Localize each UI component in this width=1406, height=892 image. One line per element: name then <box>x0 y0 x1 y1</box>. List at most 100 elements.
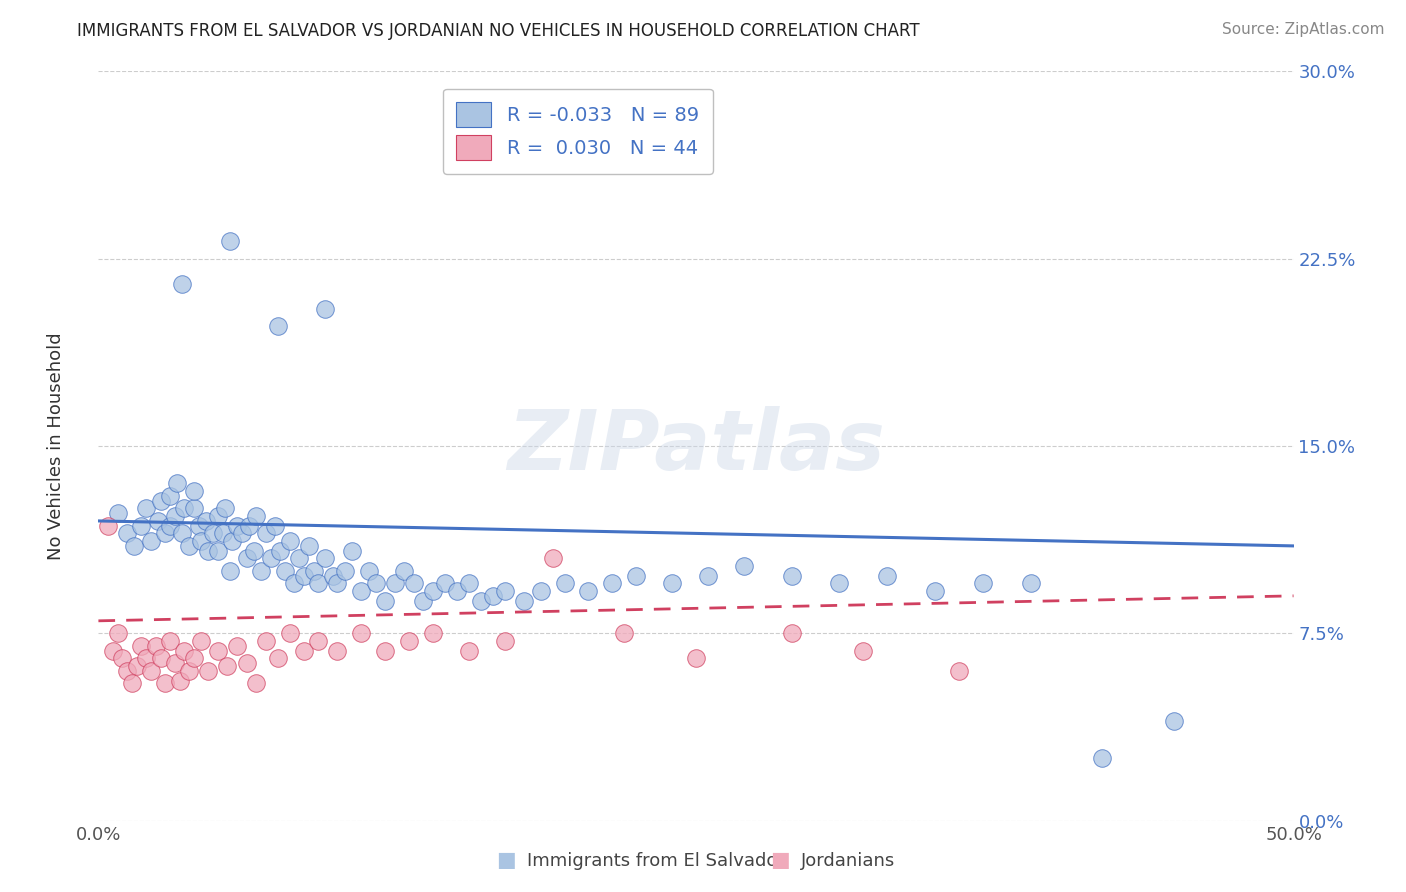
Point <box>235 657 257 671</box>
Point <box>267 319 290 334</box>
Point <box>238 519 260 533</box>
Point <box>298 539 321 553</box>
Point <box>254 526 277 541</box>
Point <box>422 626 444 640</box>
Point <box>217 658 239 673</box>
Point <box>131 519 153 533</box>
Point <box>149 494 172 508</box>
Point <box>207 508 229 523</box>
Point <box>214 501 236 516</box>
Point <box>202 526 225 541</box>
Point <box>145 639 167 653</box>
Point <box>374 644 396 658</box>
Point <box>269 544 291 558</box>
Text: Jordanians: Jordanians <box>801 852 896 870</box>
Point <box>197 664 219 678</box>
Point <box>155 526 177 541</box>
Point <box>115 664 138 678</box>
Point <box>780 626 803 640</box>
Point <box>307 576 329 591</box>
Point <box>190 533 212 548</box>
Point <box>578 583 600 598</box>
Point <box>470 594 492 608</box>
Point <box>541 551 564 566</box>
Point <box>183 501 205 516</box>
Point <box>139 533 162 548</box>
Point <box>302 564 325 578</box>
Point <box>159 489 181 503</box>
Text: ■: ■ <box>496 850 516 870</box>
Point <box>326 644 349 658</box>
Point <box>828 576 851 591</box>
Point <box>197 544 219 558</box>
Point <box>481 589 505 603</box>
Point <box>513 594 536 608</box>
Point <box>259 551 281 566</box>
Point <box>697 569 720 583</box>
Point <box>254 633 277 648</box>
Text: ■: ■ <box>770 850 790 870</box>
Point <box>322 569 344 583</box>
Point <box>97 519 120 533</box>
Point <box>876 569 898 583</box>
Point <box>458 644 481 658</box>
Point <box>384 576 406 591</box>
Point <box>155 676 177 690</box>
Point <box>274 564 297 578</box>
Point <box>219 234 242 248</box>
Point <box>852 644 875 658</box>
Point <box>1019 576 1042 591</box>
Point <box>163 508 186 523</box>
Point <box>1163 714 1185 728</box>
Point <box>231 526 253 541</box>
Point <box>402 576 425 591</box>
Point <box>159 633 181 648</box>
Point <box>183 651 205 665</box>
Point <box>235 551 257 566</box>
Point <box>1091 751 1114 765</box>
Point <box>554 576 576 591</box>
Point <box>458 576 481 591</box>
Legend: R = -0.033   N = 89, R =  0.030   N = 44: R = -0.033 N = 89, R = 0.030 N = 44 <box>443 88 713 174</box>
Point <box>283 576 305 591</box>
Point <box>948 664 970 678</box>
Point <box>211 526 233 541</box>
Point <box>163 657 186 671</box>
Point <box>292 569 315 583</box>
Point <box>350 583 373 598</box>
Point <box>124 539 146 553</box>
Point <box>733 558 755 573</box>
Point <box>494 633 516 648</box>
Point <box>195 514 218 528</box>
Point <box>139 664 162 678</box>
Point <box>315 301 337 316</box>
Point <box>661 576 683 591</box>
Point <box>350 626 373 640</box>
Point <box>288 551 311 566</box>
Point <box>446 583 468 598</box>
Point <box>530 583 553 598</box>
Point <box>226 639 249 653</box>
Point <box>219 564 242 578</box>
Point <box>121 676 143 690</box>
Point <box>394 564 416 578</box>
Point <box>187 519 209 533</box>
Point <box>179 539 201 553</box>
Point <box>494 583 516 598</box>
Point <box>245 508 267 523</box>
Point <box>226 519 249 533</box>
Point <box>613 626 636 640</box>
Point <box>364 576 387 591</box>
Point <box>780 569 803 583</box>
Point <box>115 526 138 541</box>
Point <box>626 569 648 583</box>
Point <box>135 501 157 516</box>
Point <box>159 519 181 533</box>
Point <box>107 507 129 521</box>
Text: Immigrants from El Salvador: Immigrants from El Salvador <box>527 852 785 870</box>
Point <box>179 664 201 678</box>
Point <box>278 533 301 548</box>
Point <box>267 651 290 665</box>
Point <box>207 644 229 658</box>
Point <box>412 594 434 608</box>
